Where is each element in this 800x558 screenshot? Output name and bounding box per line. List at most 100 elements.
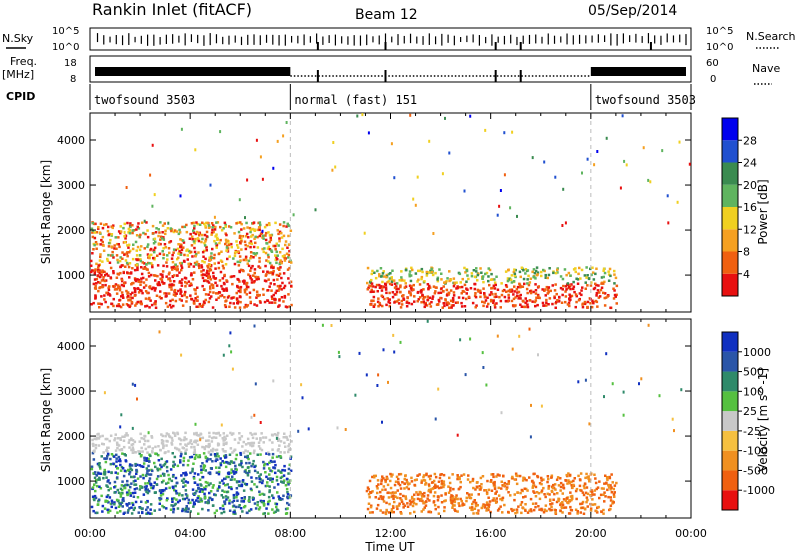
data-cell — [165, 292, 168, 295]
data-cell — [197, 263, 200, 266]
data-cell — [104, 437, 107, 441]
data-cell — [287, 448, 291, 451]
data-cell — [607, 486, 611, 489]
data-cell — [159, 242, 162, 246]
data-cell — [666, 194, 669, 198]
data-cell — [241, 280, 245, 283]
data-cell — [373, 271, 376, 274]
data-cell — [195, 299, 199, 302]
xtick-label: 00:00 — [675, 527, 707, 540]
data-cell — [232, 461, 236, 464]
data-cell — [456, 474, 459, 477]
data-cell — [540, 404, 543, 408]
data-cell — [244, 243, 247, 247]
data-cell — [274, 254, 277, 257]
data-cell — [236, 260, 239, 264]
data-cell — [503, 131, 506, 135]
data-cell — [258, 256, 261, 260]
data-cell — [171, 498, 174, 502]
data-cell — [412, 501, 416, 505]
data-cell — [165, 499, 169, 502]
data-cell — [94, 284, 97, 288]
data-cell — [211, 498, 214, 501]
data-cell — [514, 296, 517, 299]
data-cell — [535, 296, 538, 299]
data-cell — [365, 373, 368, 377]
data-cell — [289, 469, 293, 472]
data-cell — [423, 302, 426, 305]
data-cell — [137, 278, 140, 282]
data-cell — [133, 290, 137, 294]
data-cell — [235, 453, 238, 457]
data-cell — [167, 433, 170, 436]
data-cell — [385, 291, 388, 295]
data-cell — [189, 263, 193, 266]
data-cell — [246, 472, 249, 475]
data-cell — [543, 160, 546, 164]
data-cell — [198, 454, 201, 457]
data-cell — [206, 269, 209, 273]
data-cell — [514, 472, 518, 475]
data-cell — [567, 472, 570, 475]
data-cell — [442, 285, 445, 288]
data-cell — [382, 285, 385, 289]
data-cell — [540, 476, 543, 480]
data-cell — [129, 299, 132, 302]
data-cell — [246, 450, 250, 453]
data-cell — [239, 451, 242, 455]
data-cell — [275, 479, 279, 482]
data-cell — [475, 270, 478, 273]
data-cell — [386, 297, 389, 300]
data-cell — [222, 439, 225, 442]
data-cell — [203, 447, 207, 451]
data-cell — [471, 301, 475, 305]
data-cell — [115, 498, 119, 502]
data-cell — [649, 180, 652, 184]
data-cell — [187, 507, 190, 510]
data-cell — [271, 434, 274, 437]
data-cell — [265, 507, 268, 510]
data-cell — [194, 499, 198, 502]
data-cell — [102, 476, 105, 480]
data-cell — [366, 281, 369, 285]
data-cell — [461, 289, 465, 293]
data-cell — [595, 292, 599, 295]
data-cell — [442, 302, 445, 305]
data-cell — [274, 248, 277, 251]
data-cell — [411, 288, 415, 291]
data-cell — [134, 462, 137, 466]
data-cell — [171, 283, 174, 287]
data-cell — [94, 268, 97, 271]
data-cell — [270, 249, 273, 252]
data-cell — [138, 235, 141, 238]
data-cell — [461, 296, 465, 300]
data-cell — [109, 487, 112, 490]
data-cell — [135, 472, 138, 475]
data-cell — [233, 472, 236, 475]
data-cell — [276, 284, 280, 288]
data-cell — [400, 276, 403, 279]
data-cell — [533, 491, 536, 494]
data-cell — [273, 283, 276, 286]
data-cell — [390, 142, 393, 146]
data-cell — [425, 473, 428, 477]
data-cell — [474, 501, 478, 505]
data-cell — [187, 262, 190, 266]
data-cell — [481, 277, 484, 280]
data-cell — [198, 302, 202, 306]
data-cell — [287, 277, 290, 280]
data-cell — [138, 440, 141, 443]
data-cell — [179, 459, 182, 462]
data-cell — [547, 477, 550, 481]
data-cell — [235, 222, 238, 225]
data-cell — [235, 496, 238, 499]
data-cell — [520, 488, 524, 492]
data-cell — [427, 489, 430, 493]
xtick-label: 20:00 — [575, 527, 607, 540]
data-cell — [561, 288, 564, 291]
data-cell — [191, 235, 194, 238]
data-cell — [420, 498, 423, 501]
data-cell — [469, 114, 472, 118]
data-cell — [559, 503, 562, 507]
data-cell — [168, 434, 171, 438]
